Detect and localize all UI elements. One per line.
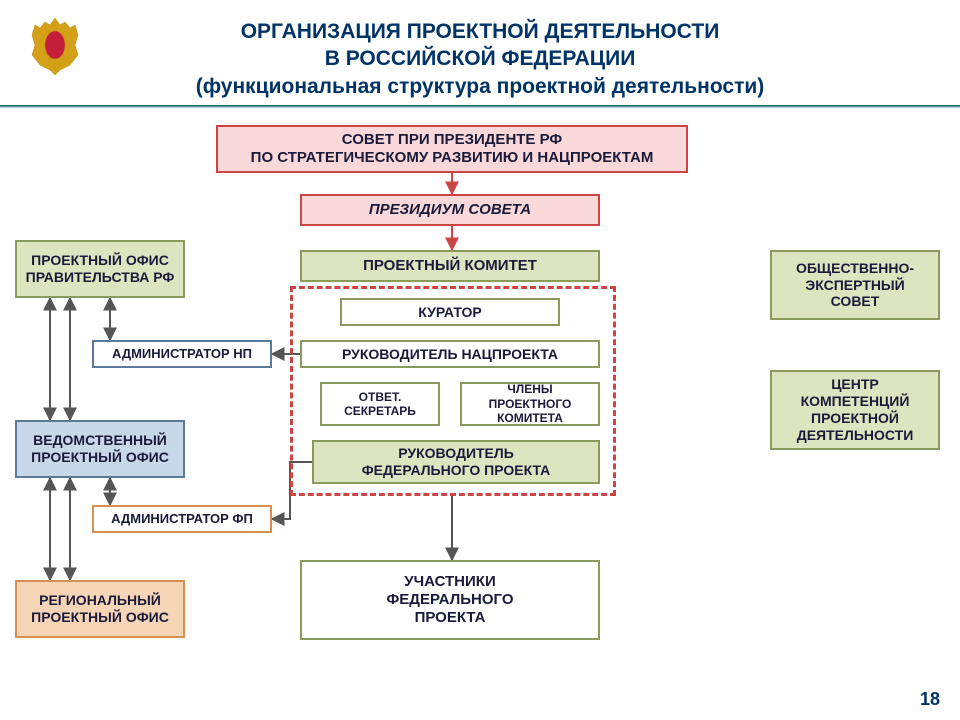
title-line2: В РОССИЙСКОЙ ФЕДЕРАЦИИ — [325, 47, 636, 70]
node-prezidium: ПРЕЗИДИУМ СОВЕТА — [300, 194, 600, 226]
page-number: 18 — [920, 689, 940, 710]
title-line3: (функциональная структура проектной деят… — [196, 75, 765, 98]
node-reg_po: РЕГИОНАЛЬНЫЙПРОЕКТНЫЙ ОФИС — [15, 580, 185, 638]
header-divider — [0, 105, 960, 108]
node-komitet: ПРОЕКТНЫЙ КОМИТЕТ — [300, 250, 600, 282]
node-kurator: КУРАТОР — [340, 298, 560, 326]
node-admin_np: АДМИНИСТРАТОР НП — [92, 340, 272, 368]
node-ruk_fp: РУКОВОДИТЕЛЬФЕДЕРАЛЬНОГО ПРОЕКТА — [312, 440, 600, 484]
node-obsh_sovet: ОБЩЕСТВЕННО-ЭКСПЕРТНЫЙСОВЕТ — [770, 250, 940, 320]
node-ruk_np: РУКОВОДИТЕЛЬ НАЦПРОЕКТА — [300, 340, 600, 368]
node-sovet: СОВЕТ ПРИ ПРЕЗИДЕНТЕ РФПО СТРАТЕГИЧЕСКОМ… — [216, 125, 688, 173]
node-po_prav: ПРОЕКТНЫЙ ОФИСПРАВИТЕЛЬСТВА РФ — [15, 240, 185, 298]
node-admin_fp: АДМИНИСТРАТОР ФП — [92, 505, 272, 533]
page-title: ОРГАНИЗАЦИЯ ПРОЕКТНОЙ ДЕЯТЕЛЬНОСТИ В РОС… — [0, 18, 960, 100]
title-line1: ОРГАНИЗАЦИЯ ПРОЕКТНОЙ ДЕЯТЕЛЬНОСТИ — [241, 20, 720, 43]
node-centr_komp: ЦЕНТРКОМПЕТЕНЦИЙПРОЕКТНОЙДЕЯТЕЛЬНОСТИ — [770, 370, 940, 450]
node-uchastniki: УЧАСТНИКИФЕДЕРАЛЬНОГОПРОЕКТА — [300, 560, 600, 640]
node-chleny: ЧЛЕНЫПРОЕКТНОГОКОМИТЕТА — [460, 382, 600, 426]
node-otv_sekr: ОТВЕТ.СЕКРЕТАРЬ — [320, 382, 440, 426]
node-ved_po: ВЕДОМСТВЕННЫЙПРОЕКТНЫЙ ОФИС — [15, 420, 185, 478]
